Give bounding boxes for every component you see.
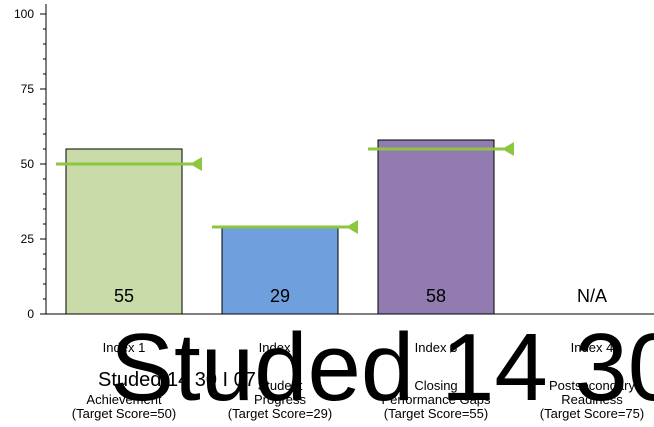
overlay-text-large: Studed 14 30 (110, 314, 654, 421)
y-tick-label: 100 (14, 7, 34, 21)
y-tick-label: 0 (27, 307, 34, 321)
bars (65, 139, 495, 315)
category-label-1: (Target Score=50) (72, 406, 176, 421)
y-tick-label: 50 (21, 157, 35, 171)
category-label-3: Closing (414, 378, 457, 393)
value-labels: 55 29 58 N/A (114, 286, 607, 306)
bar-1 (65, 148, 183, 315)
category-label-4: Readiness (561, 392, 623, 407)
category-label-2: Progress (254, 392, 307, 407)
value-label-3: 58 (426, 286, 446, 306)
category-label-2: Index 2 (259, 340, 302, 355)
value-label-2: 29 (270, 286, 290, 306)
category-label-1: Achievement (86, 392, 162, 407)
category-label-3: (Target Score=55) (384, 406, 488, 421)
category-label-4: Index 4 (571, 340, 614, 355)
category-label-1: Index 1 (103, 340, 146, 355)
y-tick-label: 75 (21, 82, 35, 96)
category-labels: Index 1 Achievement(Target Score=50) Index… (72, 340, 644, 421)
target-arrow-1 (190, 157, 202, 171)
target-arrow-3 (502, 142, 514, 156)
target-arrow-2 (346, 220, 358, 234)
overlay-text-small: Studed 14 30 I 07 (98, 369, 256, 391)
value-label-1: 55 (114, 286, 134, 306)
bar-2 (221, 226, 339, 315)
category-label-2: (Target Score=29) (228, 406, 332, 421)
target-markers (56, 142, 514, 234)
category-label-2: Student (258, 378, 303, 393)
category-label-4: (Target Score=75) (540, 406, 644, 421)
bar-3 (377, 139, 495, 315)
category-label-3: Performance Gaps (381, 392, 491, 407)
value-label-4: N/A (577, 286, 607, 306)
category-label-4: Postsecondary (549, 378, 635, 393)
overlay-text: Studed 14 30 Studed 14 30 I 07 (98, 314, 654, 421)
y-tick-label: 25 (21, 232, 35, 246)
category-label-3: Index 3 (415, 340, 458, 355)
